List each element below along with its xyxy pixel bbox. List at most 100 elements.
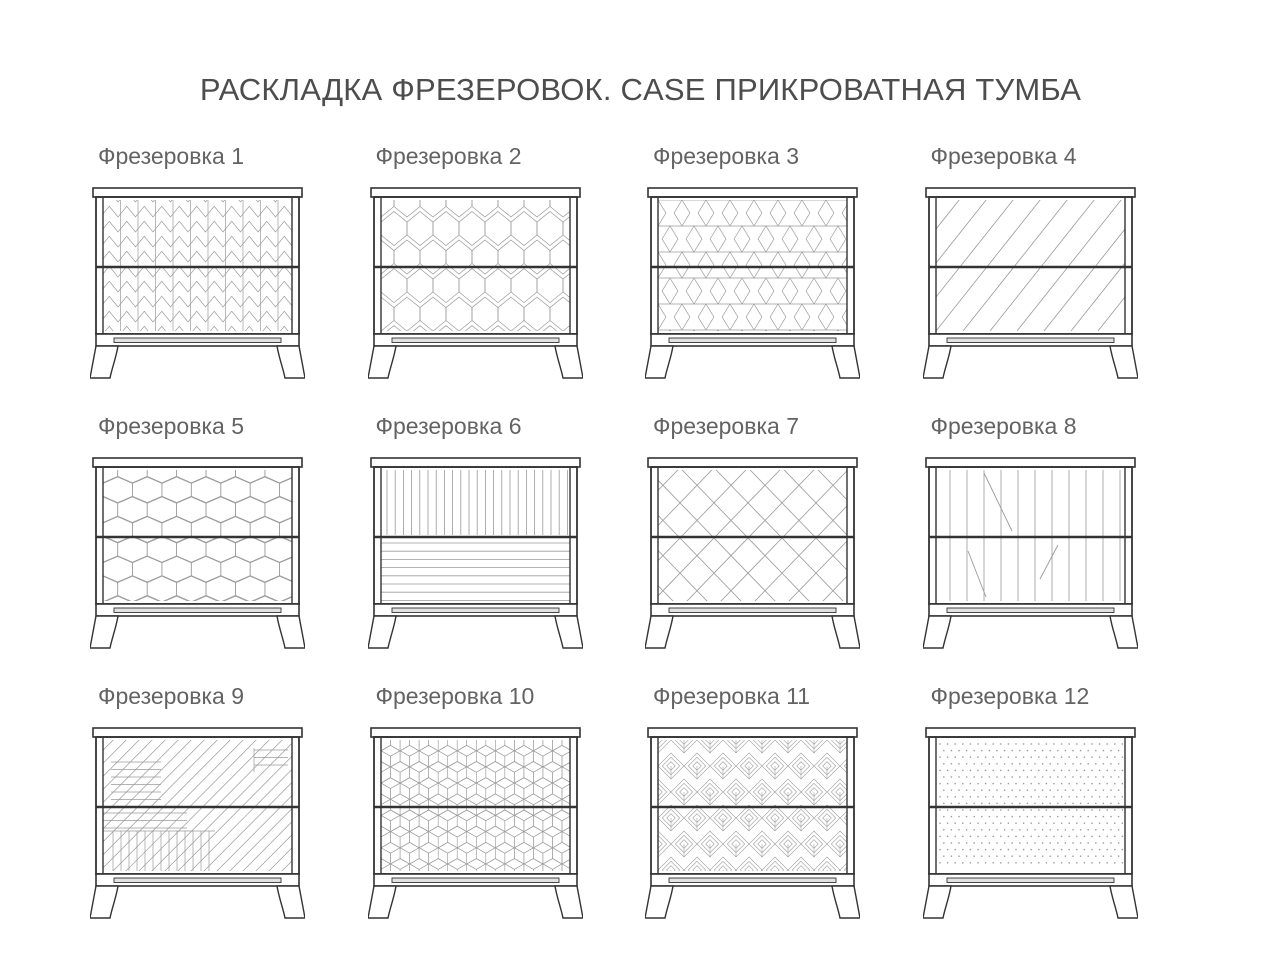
leg-right: [1108, 345, 1138, 379]
cabinet-drawing: [645, 727, 860, 919]
cabinet-label: Фрезеровка 6: [375, 413, 522, 439]
cabinet-drawing: [922, 457, 1138, 649]
base-stretcher: [946, 877, 1114, 883]
milling-pattern: [380, 740, 570, 871]
cabinet-drawing: [367, 727, 583, 919]
leg-left: [90, 885, 119, 919]
base-stretcher: [391, 877, 559, 883]
base-stretcher: [946, 337, 1114, 343]
cabinet-top-slab: [647, 457, 858, 468]
cabinet-top-slab: [647, 187, 858, 198]
cabinet-top-slab: [369, 457, 581, 468]
cabinet-drawing: [90, 457, 305, 649]
cabinet-drawing: [367, 457, 583, 649]
base-stretcher: [668, 337, 837, 343]
cabinet-cell-3[interactable]: Фрезеровка 3: [645, 145, 923, 415]
leg-left: [367, 885, 397, 919]
leg-left: [645, 615, 674, 649]
milling-pattern: [658, 740, 847, 871]
leg-left: [367, 345, 397, 379]
cabinet-top-slab: [92, 727, 303, 738]
cabinet-carcass: [927, 466, 1133, 605]
cabinet-label: Фрезеровка 4: [930, 143, 1077, 169]
base-stretcher: [391, 607, 559, 613]
base-stretcher: [668, 877, 837, 883]
cabinet-carcass: [372, 736, 578, 875]
cabinet-cell-12[interactable]: Фрезеровка 12: [922, 683, 1201, 955]
cabinet-cell-6[interactable]: Фрезеровка 6: [367, 413, 646, 685]
milling-pattern: [103, 470, 292, 601]
cabinet-drawing: [367, 187, 583, 379]
cabinet-top-slab: [924, 457, 1136, 468]
cabinet-label: Фрезеровка 12: [930, 683, 1090, 709]
cabinet-top-slab: [92, 187, 303, 198]
cabinet-cell-4[interactable]: Фрезеровка 4: [922, 143, 1201, 415]
cabinet-label: Фрезеровка 7: [653, 413, 799, 439]
base-stretcher: [391, 337, 559, 343]
cabinet-label: Фрезеровка 9: [98, 683, 244, 709]
cabinet-label: Фрезеровка 8: [930, 413, 1077, 439]
milling-pattern: [935, 200, 1125, 331]
cabinet-drawing: [922, 187, 1138, 379]
cabinet-label: Фрезеровка 2: [375, 143, 522, 169]
cabinet-cell-7[interactable]: Фрезеровка 7: [645, 415, 923, 685]
milling-pattern: [949, 470, 1120, 601]
cabinet-label: Фрезеровка 3: [653, 143, 799, 169]
leg-right: [276, 885, 305, 919]
leg-right: [1108, 615, 1138, 649]
page-title: РАСКЛАДКА ФРЕЗЕРОВОК. CASE ПРИКРОВАТНАЯ …: [199, 72, 1082, 107]
cabinet-label: Фрезеровка 11: [653, 683, 811, 709]
cabinet-cell-2[interactable]: Фрезеровка 2: [367, 143, 646, 415]
cabinet-cell-11[interactable]: Фрезеровка 11: [645, 685, 923, 955]
leg-left: [922, 615, 952, 649]
cabinet-label: Фрезеровка 5: [98, 413, 244, 439]
cabinet-top-slab: [369, 727, 581, 738]
cabinet-carcass: [650, 196, 855, 335]
cabinet-top-slab: [924, 727, 1136, 738]
leg-right: [276, 345, 305, 379]
leg-right: [831, 885, 860, 919]
cabinet-top-slab: [369, 187, 581, 198]
cabinet-drawing: [645, 187, 860, 379]
cabinet-cell-5[interactable]: Фрезеровка 5: [90, 415, 368, 685]
leg-left: [922, 885, 952, 919]
base-stretcher: [946, 607, 1114, 613]
cabinet-cell-1[interactable]: Фрезеровка 1: [90, 145, 368, 415]
cabinet-label: Фрезеровка 1: [98, 143, 244, 169]
cabinet-drawing: [922, 727, 1138, 919]
cabinet-top-slab: [647, 727, 858, 738]
cabinet-label: Фрезеровка 10: [375, 683, 535, 709]
leg-left: [367, 615, 397, 649]
leg-right: [831, 615, 860, 649]
base-stretcher: [113, 607, 282, 613]
leg-right: [553, 615, 583, 649]
leg-left: [645, 885, 674, 919]
cabinet-cell-8[interactable]: Фрезеровка 8: [922, 413, 1201, 685]
milling-pattern: [938, 743, 1123, 864]
milling-pattern: [103, 200, 292, 331]
leg-right: [553, 345, 583, 379]
leg-left: [90, 345, 119, 379]
leg-right: [831, 345, 860, 379]
cabinet-cell-9[interactable]: Фрезеровка 9: [90, 685, 368, 955]
leg-right: [1108, 885, 1138, 919]
cabinet-carcass: [650, 466, 855, 605]
cabinet-cell-10[interactable]: Фрезеровка 10: [367, 683, 646, 955]
cabinet-carcass: [95, 466, 300, 605]
milling-pattern: [380, 200, 570, 331]
base-stretcher: [668, 607, 837, 613]
cabinet-top-slab: [92, 457, 303, 468]
milling-pattern: [380, 470, 570, 601]
milling-pattern: [103, 740, 292, 871]
cabinet-drawing: [645, 457, 860, 649]
cabinet-carcass: [650, 736, 855, 875]
leg-right: [276, 615, 305, 649]
leg-left: [645, 345, 674, 379]
cabinet-grid: Фрезеровка 1 Фрезеровка 2: [90, 145, 1200, 955]
leg-left: [922, 345, 952, 379]
base-stretcher: [113, 877, 282, 883]
cabinet-top-slab: [924, 187, 1136, 198]
leg-right: [553, 885, 583, 919]
leg-left: [90, 615, 119, 649]
